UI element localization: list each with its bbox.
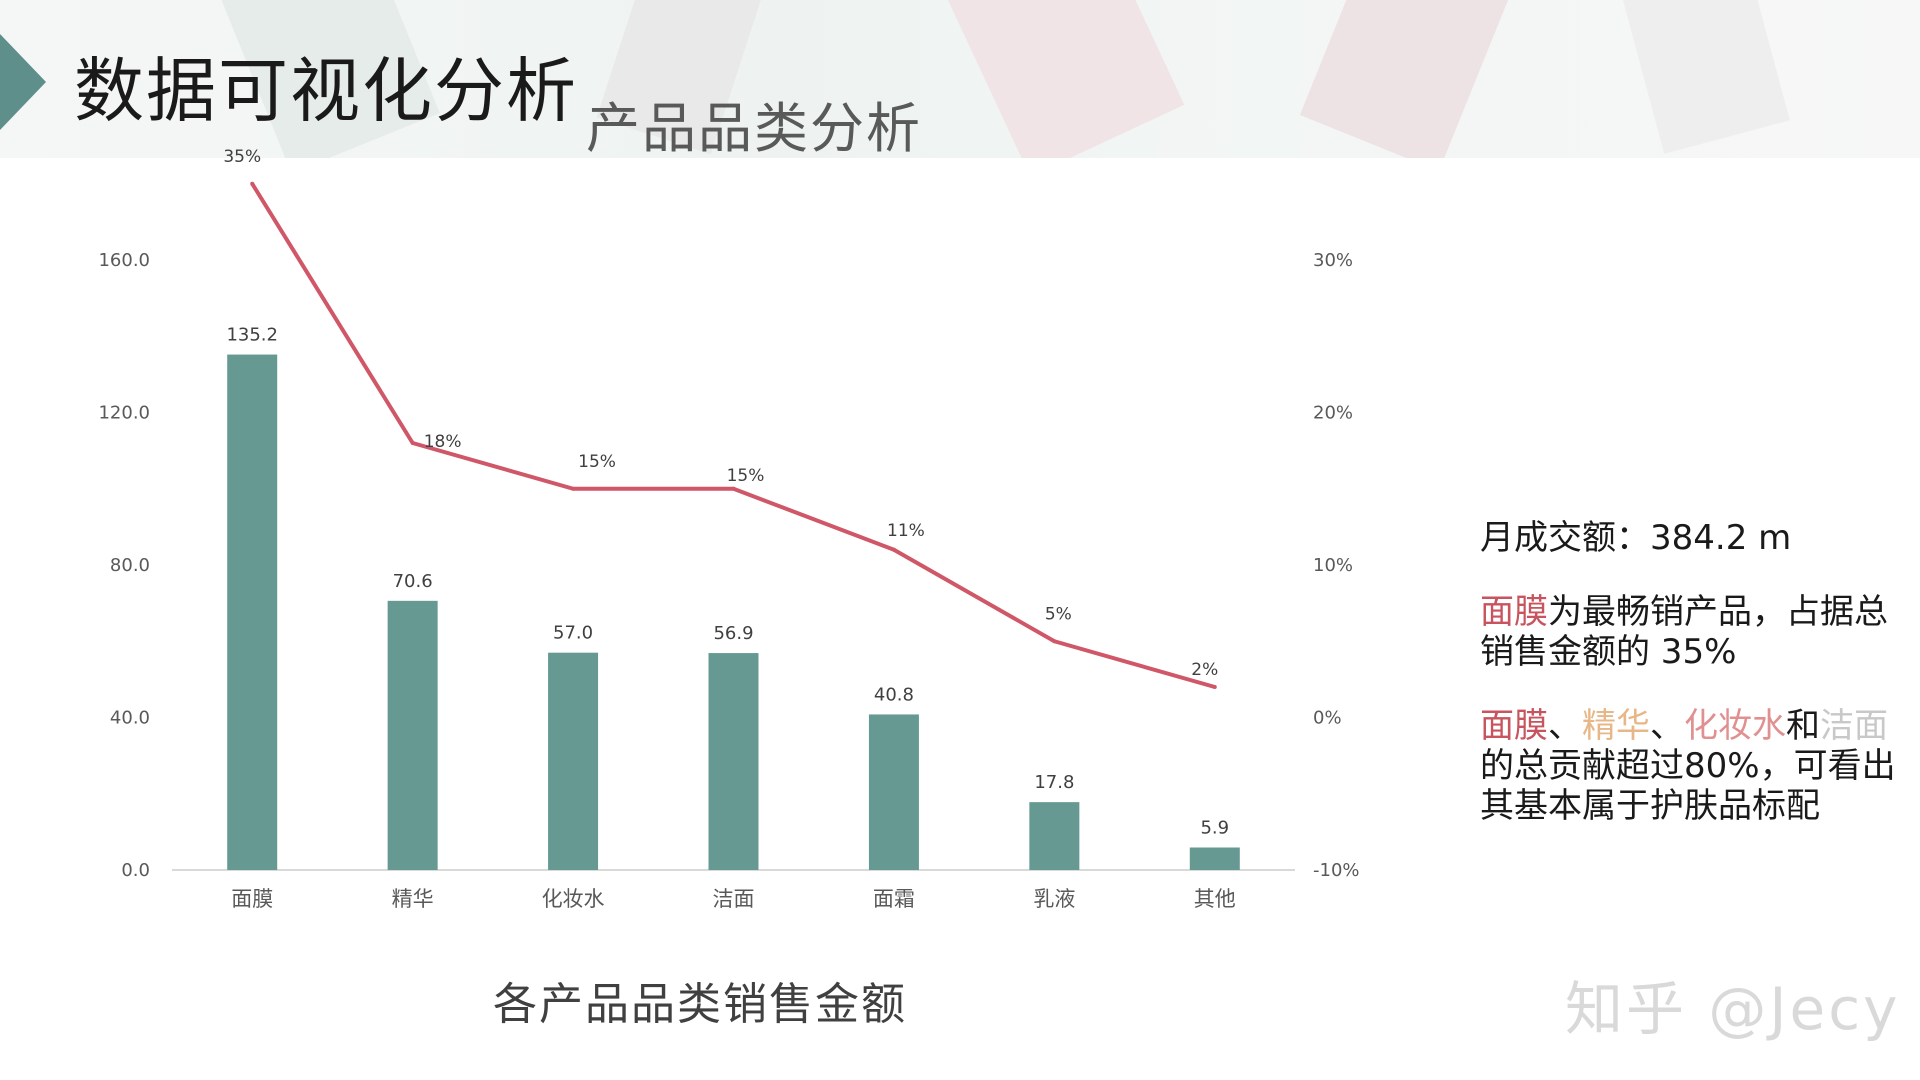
x-category-label: 面膜	[231, 887, 273, 911]
line-point	[1212, 685, 1217, 689]
bar-data-label: 56.9	[713, 623, 753, 644]
x-category-label: 精华	[392, 887, 434, 911]
highlight-mask: 面膜	[1480, 592, 1548, 632]
header-band	[0, 0, 1920, 158]
highlight-toner: 化妆水	[1684, 706, 1786, 746]
conjunction: 和	[1786, 706, 1820, 746]
line-point	[891, 547, 896, 552]
bar-data-label: 5.9	[1200, 818, 1229, 839]
y-left-tick-label: 160.0	[98, 250, 150, 271]
bar-data-label: 57.0	[553, 623, 593, 644]
separator: 、	[1548, 706, 1582, 746]
page-subtitle: 产品品类分析	[586, 97, 922, 160]
line-point	[1052, 639, 1057, 644]
bar	[708, 653, 759, 870]
x-category-label: 洁面	[713, 887, 755, 911]
line-data-label: 2%	[1191, 660, 1218, 680]
bar	[1029, 802, 1080, 870]
insight-text: 为最畅销产品，占据总销售金额的 35%	[1480, 592, 1888, 672]
bar-data-label: 135.2	[226, 325, 278, 346]
page-title: 数据可视化分析	[74, 50, 578, 132]
highlight-essence: 精华	[1582, 706, 1650, 746]
y-left-tick-label: 120.0	[98, 403, 150, 424]
x-category-label: 化妆水	[542, 887, 605, 911]
line-data-label: 15%	[578, 452, 616, 472]
y-right-tick-label: -10%	[1313, 860, 1360, 881]
separator: 、	[1650, 706, 1684, 746]
insight-top-four: 面膜、精华、化妆水和洁面的总贡献超过80%，可看出其基本属于护肤品标配	[1480, 706, 1900, 826]
y-left-tick-label: 0.0	[121, 860, 150, 881]
x-category-label: 其他	[1194, 887, 1236, 911]
line-data-label: 11%	[887, 521, 925, 541]
y-right-tick-label: 0%	[1313, 708, 1342, 729]
insight-top-seller: 面膜为最畅销产品，占据总销售金额的 35%	[1480, 592, 1900, 672]
highlight-cleanser: 洁面	[1820, 706, 1888, 746]
line-point	[731, 486, 736, 491]
y-right-tick-label: 20%	[1313, 403, 1353, 424]
gmv-value: 384.2 m	[1650, 518, 1792, 558]
bar	[548, 652, 599, 870]
y-right-tick-label: 30%	[1313, 250, 1353, 271]
y-right-tick-label: 10%	[1313, 555, 1353, 576]
watermark: 知乎 @Jecy	[1565, 975, 1901, 1043]
bar	[387, 600, 438, 870]
chart-title: 各产品品类销售金额	[493, 979, 907, 1030]
highlight-mask: 面膜	[1480, 706, 1548, 746]
bar-data-label: 17.8	[1034, 772, 1074, 793]
line-point	[410, 441, 415, 445]
x-category-label: 面霜	[873, 887, 915, 911]
bar	[1189, 847, 1240, 870]
gmv-note: 月成交额：384.2 m	[1480, 518, 1900, 558]
bar	[868, 714, 919, 870]
line-point	[250, 181, 255, 186]
insights-panel: 月成交额：384.2 m 面膜为最畅销产品，占据总销售金额的 35% 面膜、精华…	[1480, 518, 1900, 860]
gmv-label: 月成交额：	[1480, 518, 1650, 558]
bar-data-label: 70.6	[393, 571, 433, 592]
bar-data-label: 40.8	[874, 684, 914, 705]
line-data-label: 18%	[424, 432, 462, 452]
bar	[227, 354, 278, 870]
line-point	[571, 486, 576, 491]
insight-text: 的总贡献超过80%，可看出其基本属于护肤品标配	[1480, 746, 1896, 826]
line-data-label: 15%	[727, 466, 765, 486]
line-data-label: 5%	[1045, 604, 1072, 624]
line-data-label: 35%	[223, 147, 261, 167]
y-left-tick-label: 40.0	[110, 708, 150, 729]
x-category-label: 乳液	[1033, 887, 1075, 911]
accent-arrow-tab	[0, 34, 46, 130]
y-left-tick-label: 80.0	[110, 555, 150, 576]
